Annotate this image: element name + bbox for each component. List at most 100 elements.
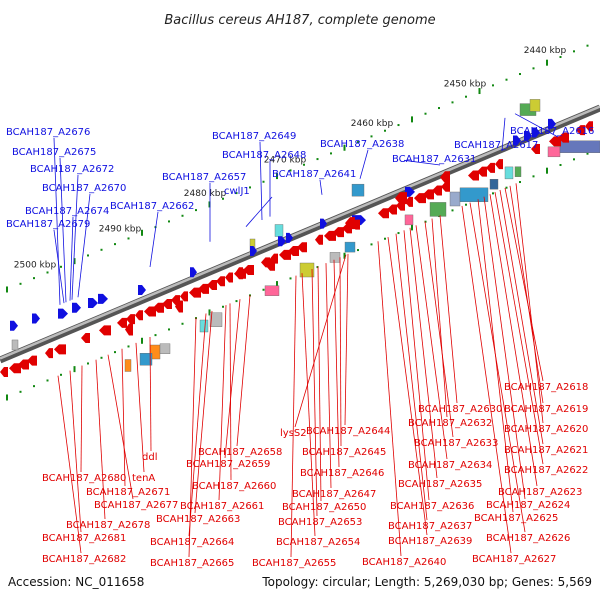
reverse-gene-arrow bbox=[495, 159, 503, 169]
reverse-gene-label: BCAH187_A2658 bbox=[198, 447, 282, 458]
reverse-gene-label: BCAH187_A2619 bbox=[504, 404, 588, 415]
reverse-gene-label: BCAH187_A2624 bbox=[486, 500, 570, 511]
forward-leader-line bbox=[150, 212, 158, 267]
forward-gene-label: BCAH187_A2675 bbox=[12, 147, 96, 158]
genome-map: Bacillus cereus AH187, complete genome 2… bbox=[0, 0, 600, 600]
forward-gene-label: BCAH187_A2631 bbox=[392, 154, 476, 165]
reverse-gene-label: BCAH187_A2671 bbox=[86, 487, 170, 498]
tick-mark bbox=[182, 323, 184, 325]
tick-mark bbox=[128, 237, 130, 239]
tick-mark bbox=[384, 238, 386, 240]
reverse-gene-arrow bbox=[441, 182, 450, 192]
forward-gene-arrow bbox=[32, 314, 40, 324]
kbp-label: 2450 kbp bbox=[444, 80, 487, 90]
reverse-leader-line bbox=[345, 254, 348, 425]
tick-mark bbox=[519, 181, 521, 183]
reverse-leader-line bbox=[432, 219, 447, 417]
feature-box bbox=[125, 360, 131, 372]
reverse-leader-line bbox=[237, 295, 250, 446]
tick-mark bbox=[114, 351, 116, 353]
tick-mark bbox=[371, 243, 373, 245]
reverse-gene-label: BCAH187_A2664 bbox=[150, 537, 234, 548]
feature-box bbox=[345, 242, 355, 252]
reverse-gene-label: BCAH187_A2626 bbox=[486, 533, 570, 544]
tick-mark bbox=[60, 374, 62, 376]
tick-mark bbox=[330, 152, 332, 154]
tick-mark bbox=[506, 79, 508, 81]
tick-mark bbox=[398, 124, 400, 126]
feature-box bbox=[460, 188, 488, 202]
reverse-leader-line bbox=[505, 188, 543, 381]
forward-gene-label: BCAH187_A2676 bbox=[6, 127, 90, 138]
tick-mark bbox=[560, 164, 562, 166]
kbp-label: 2460 kbp bbox=[351, 119, 394, 129]
reverse-leader-line bbox=[81, 366, 82, 472]
reverse-gene-label: BCAH187_A2640 bbox=[362, 557, 446, 568]
tick-mark bbox=[33, 277, 35, 279]
tick-mark bbox=[47, 271, 49, 273]
tick-mark bbox=[128, 345, 130, 347]
tick-mark bbox=[371, 135, 373, 137]
tick-mark bbox=[101, 357, 103, 359]
tick-mark bbox=[236, 300, 238, 302]
reverse-gene-label: tenA bbox=[132, 473, 155, 484]
reverse-gene-label: BCAH187_A2663 bbox=[156, 514, 240, 525]
forward-gene-arrow bbox=[10, 321, 18, 331]
reverse-gene-label: BCAH187_A2632 bbox=[408, 418, 492, 429]
reverse-gene-label: BCAH187_A2622 bbox=[504, 465, 588, 476]
tick-mark bbox=[87, 362, 89, 364]
tick-mark bbox=[425, 113, 427, 115]
reverse-leader-line bbox=[396, 234, 427, 520]
forward-leader-line bbox=[360, 150, 368, 179]
feature-box bbox=[160, 344, 170, 354]
forward-gene-label: BCAH187_A2617 bbox=[454, 140, 538, 151]
accession-text: Accession: NC_011658 bbox=[8, 575, 144, 589]
tick-mark bbox=[101, 249, 103, 251]
tick-mark bbox=[573, 50, 575, 52]
feature-box bbox=[265, 286, 279, 296]
tick-mark bbox=[6, 286, 8, 292]
reverse-leader-line bbox=[388, 237, 427, 535]
forward-gene-arrow bbox=[88, 298, 98, 308]
forward-gene-label: BCAH187_A2670 bbox=[42, 183, 126, 194]
reverse-gene-label: BCAH187_A2646 bbox=[300, 468, 384, 479]
tick-mark bbox=[222, 306, 224, 308]
genome-title: Bacillus cereus AH187, complete genome bbox=[164, 13, 435, 28]
tick-mark bbox=[87, 254, 89, 256]
reverse-gene-label: BCAH187_A2618 bbox=[504, 382, 588, 393]
reverse-gene-arrow bbox=[225, 273, 233, 283]
forward-leader-line bbox=[320, 180, 322, 195]
feature-box bbox=[275, 225, 283, 237]
tick-mark bbox=[560, 56, 562, 58]
reverse-gene-label: BCAH187_A2633 bbox=[414, 438, 498, 449]
genome-summary: Topology: circular; Length: 5,269,030 bp… bbox=[261, 575, 592, 589]
feature-box bbox=[450, 192, 460, 206]
reverse-gene-label: BCAH187_A2625 bbox=[474, 513, 558, 524]
reverse-gene-label: BCAH187_A2653 bbox=[278, 517, 362, 528]
tick-mark bbox=[465, 96, 467, 98]
forward-gene-label: BCAH187_A2679 bbox=[6, 219, 90, 230]
tick-mark bbox=[33, 385, 35, 387]
reverse-leader-line bbox=[440, 215, 457, 403]
reverse-gene-arrow bbox=[45, 348, 53, 358]
tick-mark bbox=[74, 366, 76, 372]
reverse-gene-arrow bbox=[99, 325, 111, 335]
tick-mark bbox=[546, 60, 548, 66]
tick-mark bbox=[263, 289, 265, 291]
tick-mark bbox=[465, 204, 467, 206]
tick-mark bbox=[384, 130, 386, 132]
tick-mark bbox=[155, 334, 157, 336]
tick-mark bbox=[60, 266, 62, 268]
reverse-gene-arrow bbox=[235, 267, 243, 279]
forward-gene-label: BCAH187_A2641 bbox=[272, 169, 356, 180]
forward-gene-arrow bbox=[98, 294, 108, 304]
reverse-gene-label: BCAH187_A2635 bbox=[398, 479, 482, 490]
forward-gene-label: BCAH187_A2648 bbox=[222, 150, 306, 161]
feature-box bbox=[490, 179, 498, 189]
feature-box bbox=[352, 184, 364, 196]
kbp-label: 2480 kbp bbox=[184, 189, 227, 199]
feature-box bbox=[430, 202, 446, 216]
tick-mark bbox=[438, 107, 440, 109]
reverse-gene-label: BCAH187_A2681 bbox=[42, 533, 126, 544]
reverse-gene-arrow bbox=[81, 333, 90, 343]
